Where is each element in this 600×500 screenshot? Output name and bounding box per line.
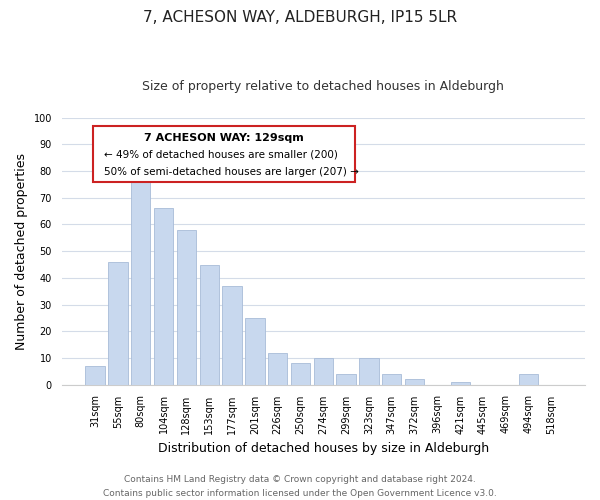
Bar <box>177 230 196 384</box>
Bar <box>85 366 105 384</box>
Text: ← 49% of detached houses are smaller (200): ← 49% of detached houses are smaller (20… <box>104 150 337 160</box>
Bar <box>337 374 356 384</box>
Bar <box>154 208 173 384</box>
Bar <box>314 358 333 384</box>
Bar <box>359 358 379 384</box>
Bar <box>268 352 287 384</box>
Bar <box>382 374 401 384</box>
Text: Contains HM Land Registry data © Crown copyright and database right 2024.
Contai: Contains HM Land Registry data © Crown c… <box>103 476 497 498</box>
Bar <box>291 363 310 384</box>
Y-axis label: Number of detached properties: Number of detached properties <box>15 152 28 350</box>
X-axis label: Distribution of detached houses by size in Aldeburgh: Distribution of detached houses by size … <box>158 442 489 455</box>
Text: 7 ACHESON WAY: 129sqm: 7 ACHESON WAY: 129sqm <box>144 133 304 143</box>
Title: Size of property relative to detached houses in Aldeburgh: Size of property relative to detached ho… <box>142 80 504 93</box>
Bar <box>451 382 470 384</box>
Bar <box>519 374 538 384</box>
Bar <box>223 286 242 384</box>
Bar <box>131 174 151 384</box>
Bar <box>108 262 128 384</box>
Bar <box>200 264 219 384</box>
Bar <box>405 379 424 384</box>
Text: 7, ACHESON WAY, ALDEBURGH, IP15 5LR: 7, ACHESON WAY, ALDEBURGH, IP15 5LR <box>143 10 457 25</box>
Text: 50% of semi-detached houses are larger (207) →: 50% of semi-detached houses are larger (… <box>104 166 358 176</box>
Bar <box>245 318 265 384</box>
FancyBboxPatch shape <box>93 126 355 182</box>
